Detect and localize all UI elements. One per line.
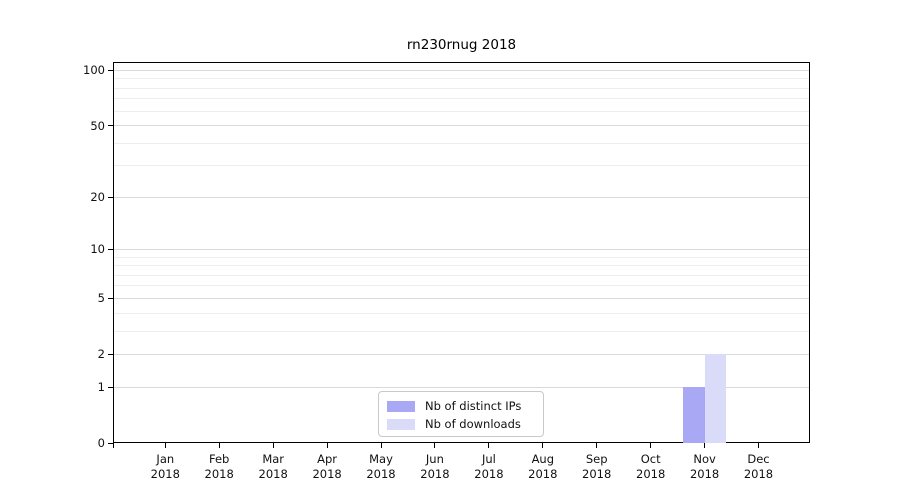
y-tick-mark: [108, 70, 113, 71]
x-tick-month: Dec: [747, 452, 770, 466]
legend-label-downloads: Nb of downloads: [425, 417, 521, 431]
x-tick-month: Jan: [156, 452, 175, 466]
minor-gridline: [114, 331, 809, 332]
x-tick-month: Nov: [693, 452, 716, 466]
x-tick-month: Aug: [531, 452, 555, 466]
x-tick-year: 2018: [689, 466, 720, 481]
y-tick-mark: [108, 197, 113, 198]
x-tick-mark: [596, 443, 597, 448]
y-tick-mark: [108, 443, 113, 444]
x-tick-label: Aug 2018: [515, 452, 571, 481]
y-tick-label: 10: [90, 242, 105, 257]
x-tick-mark: [434, 443, 435, 448]
major-gridline: [114, 70, 809, 71]
minor-gridline: [114, 285, 809, 286]
major-gridline: [114, 354, 809, 355]
minor-gridline: [114, 143, 809, 144]
minor-gridline: [114, 265, 809, 266]
major-gridline: [114, 249, 809, 250]
y-tick-mark: [108, 125, 113, 126]
x-tick-year: 2018: [582, 466, 612, 481]
x-tick-label: Mar 2018: [245, 452, 301, 481]
x-tick-year: 2018: [743, 466, 774, 481]
major-gridline: [114, 387, 809, 388]
x-tick-month: Jun: [425, 452, 444, 466]
y-tick-label: 20: [90, 190, 105, 205]
minor-gridline: [114, 78, 809, 79]
legend: Nb of distinct IPs Nb of downloads: [378, 391, 544, 437]
x-tick-label: Jun 2018: [407, 452, 463, 481]
x-tick-year: 2018: [204, 466, 234, 481]
minor-gridline: [114, 165, 809, 166]
x-tick-mark: [704, 443, 705, 448]
minor-gridline: [114, 111, 809, 112]
major-gridline: [114, 197, 809, 198]
y-tick-mark: [108, 354, 113, 355]
x-tick-mark: [327, 443, 328, 448]
x-tick-mark: [219, 443, 220, 448]
y-tick-mark: [108, 387, 113, 388]
legend-item-downloads: Nb of downloads: [387, 417, 543, 431]
x-tick-mark: [165, 443, 166, 448]
x-tick-month: May: [369, 452, 393, 466]
x-tick-year: 2018: [474, 466, 504, 481]
minor-gridline: [114, 275, 809, 276]
y-tick-mark: [108, 249, 113, 250]
x-tick-label: Sep 2018: [569, 452, 625, 481]
minor-gridline: [114, 98, 809, 99]
y-tick-label: 0: [97, 436, 105, 450]
x-tick-year: 2018: [636, 466, 666, 481]
bar-downloads-nov: [704, 354, 727, 443]
x-tick-mark: [273, 443, 274, 448]
x-tick-mark: [488, 443, 489, 448]
x-tick-month: Apr: [317, 452, 338, 466]
x-tick-mark: [542, 443, 543, 448]
legend-swatch-distinct-ips-icon: [387, 400, 415, 412]
x-tick-year: 2018: [528, 466, 558, 481]
x-tick-year: 2018: [312, 466, 342, 481]
y-tick-mark: [108, 298, 113, 299]
x-tick-mark: [381, 443, 382, 448]
x-tick-month: Feb: [209, 452, 230, 466]
y-tick-label: 100: [83, 63, 105, 78]
x-tick-year: 2018: [150, 466, 180, 481]
y-tick-label: 2: [97, 347, 105, 362]
minor-gridline: [114, 313, 809, 314]
x-tick-mark: [650, 443, 651, 448]
x-tick-label: Nov 2018: [677, 452, 733, 481]
x-tick-label: Dec 2018: [731, 452, 787, 481]
x-tick-label: Jan 2018: [137, 452, 193, 481]
x-tick-year: 2018: [258, 466, 288, 481]
x-tick-label: Feb 2018: [191, 452, 247, 481]
chart-title: rn230rnug 2018: [406, 37, 517, 53]
plot-area: [113, 62, 810, 443]
x-tick-month: Oct: [640, 452, 661, 466]
y-tick-label: 5: [97, 291, 105, 306]
minor-gridline: [114, 88, 809, 89]
legend-item-distinct-ips: Nb of distinct IPs: [387, 399, 543, 413]
x-tick-label: May 2018: [353, 452, 409, 481]
y-tick-label: 1: [97, 380, 105, 394]
x-tick-year: 2018: [420, 466, 450, 481]
x-tick-label: Oct 2018: [623, 452, 679, 481]
x-tick-label: Jul 2018: [461, 452, 517, 481]
minor-gridline: [114, 257, 809, 258]
x-tick-month: Sep: [585, 452, 608, 466]
legend-swatch-downloads-icon: [387, 418, 415, 430]
x-tick-year: 2018: [366, 466, 396, 481]
y-tick-label: 50: [90, 118, 105, 133]
x-tick-label: Apr 2018: [299, 452, 355, 481]
bar-distinct-ips-nov: [683, 387, 705, 443]
major-gridline: [114, 298, 809, 299]
x-tick-mark: [758, 443, 759, 448]
x-tick-month: Jul: [481, 452, 496, 466]
legend-label-distinct-ips: Nb of distinct IPs: [425, 399, 522, 413]
x-tick-month: Mar: [262, 452, 285, 466]
major-gridline: [114, 125, 809, 126]
x-edge-tick-mark: [113, 443, 114, 448]
